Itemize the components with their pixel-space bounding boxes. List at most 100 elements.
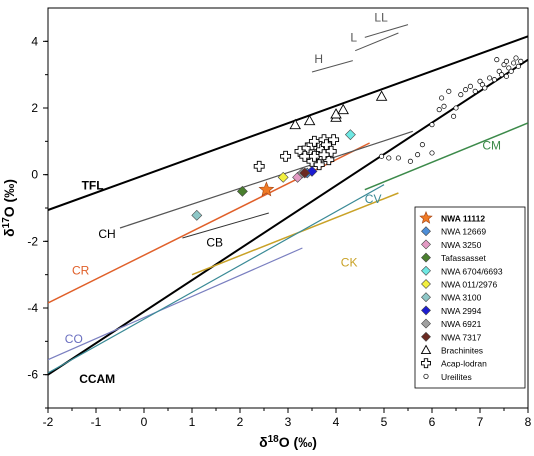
x-tick-label: 0 [141, 415, 148, 429]
line-label-cb: CB [206, 235, 223, 249]
reference-line-ccam [48, 58, 528, 376]
legend-label-nwa-011-2976: NWA 011/2976 [441, 280, 498, 290]
legend-marker-brachinites [420, 344, 432, 355]
x-tick-label: 7 [477, 415, 484, 429]
reference-line-co [48, 247, 303, 361]
data-point-ureilites-22 [499, 72, 505, 78]
line-label-h: H [314, 52, 323, 66]
legend-marker-nwa-3250 [421, 239, 431, 250]
legend-label-nwa-3100: NWA 3100 [441, 293, 482, 303]
y-tick-label: 2 [31, 101, 38, 115]
reference-line-cm [364, 122, 528, 191]
data-point-ureilites-11 [453, 105, 459, 111]
data-point-ureilites-5 [419, 142, 425, 148]
data-point-ureilites-4 [415, 152, 421, 158]
data-point-nwa-11112-0 [258, 181, 275, 197]
data-point-ureilites-33 [451, 113, 457, 119]
data-point-ureilites-7 [429, 150, 435, 156]
data-point-acap-lodran-13 [299, 150, 311, 162]
y-tick-label: -4 [27, 301, 38, 315]
legend-label-nwa-12669: NWA 12669 [441, 227, 486, 237]
x-tick-label: 3 [285, 415, 292, 429]
data-point-acap-lodran-14 [313, 159, 325, 171]
data-point-ureilites-20 [491, 77, 497, 83]
legend-label-nwa-2994: NWA 2994 [441, 306, 482, 316]
legend-marker-nwa-12669 [421, 226, 431, 237]
data-point-ureilites-6 [429, 122, 435, 128]
reference-line-cb [182, 212, 269, 239]
legend-label-nwa-7317: NWA 7317 [441, 332, 482, 342]
data-point-brachinites-1 [303, 114, 316, 126]
x-tick-label: 8 [525, 415, 532, 429]
data-point-ureilites-30 [503, 73, 509, 79]
data-point-acap-lodran-0 [253, 160, 265, 172]
reference-line-cv [48, 184, 385, 374]
data-point-ureilites-15 [472, 88, 478, 94]
line-label-ll: LL [374, 10, 388, 24]
line-label-cm: CM [482, 139, 501, 153]
data-point-acap-lodran-17 [318, 149, 330, 161]
data-point-ureilites-28 [513, 55, 519, 61]
line-label-cr: CR [72, 264, 90, 278]
data-point-ureilites-18 [482, 85, 488, 91]
data-point-nwa-7317-0 [299, 167, 311, 179]
data-point-nwa-6704-6693-0 [344, 129, 356, 141]
x-tick-label: 6 [429, 415, 436, 429]
x-axis-title: δ18O (‰) [259, 434, 317, 450]
data-point-ureilites-26 [508, 68, 514, 74]
data-point-ureilites-1 [386, 155, 392, 161]
reference-line-h [311, 60, 353, 73]
y-tick-label: -2 [27, 234, 38, 248]
x-tick-label: 5 [381, 415, 388, 429]
x-tick-label: -2 [43, 415, 54, 429]
data-markers [191, 55, 524, 221]
data-point-ureilites-34 [436, 107, 442, 113]
x-tick-label: 4 [333, 415, 340, 429]
legend-marker-nwa-2994 [421, 305, 431, 316]
legend-marker-nwa-6921 [421, 318, 431, 329]
data-point-ureilites-9 [441, 103, 447, 109]
y-axis-title: δ17O (‰) [1, 179, 17, 237]
legend-marker-nwa-11112 [419, 210, 433, 224]
data-point-ureilites-31 [494, 57, 500, 63]
data-point-acap-lodran-1 [280, 150, 292, 162]
data-point-ureilites-21 [496, 68, 502, 74]
legend-label-ureilites: Ureilites [441, 372, 472, 382]
legend-label-brachinites: Brachinites [441, 346, 483, 356]
legend-marker-nwa-3100 [421, 292, 431, 303]
line-label-ccam: CCAM [79, 372, 115, 386]
data-point-ureilites-25 [506, 65, 512, 71]
data-point-ureilites-32 [518, 58, 524, 64]
data-point-nwa-2994-0 [306, 165, 318, 177]
data-point-brachinites-0 [289, 118, 301, 130]
legend-marker-nwa-6704-6693 [421, 265, 431, 276]
legend-label-acap-lodran: Acap-lodran [441, 359, 487, 369]
data-point-ureilites-12 [458, 92, 464, 98]
data-point-ureilites-3 [407, 158, 413, 164]
data-point-nwa-011-2976-0 [277, 171, 289, 183]
y-tick-label: 4 [31, 34, 38, 48]
line-label-l: L [350, 30, 357, 44]
reference-line-ll [364, 24, 409, 38]
data-point-acap-lodran-5 [308, 135, 320, 147]
data-point-ureilites-29 [515, 63, 521, 69]
data-point-brachinites-4 [337, 103, 349, 115]
reference-line-l [355, 32, 399, 52]
x-tick-label: -1 [91, 415, 102, 429]
legend: NWA 11112 NWA 12669 NWA 3250 Tafassasset NWA… [414, 206, 526, 389]
data-point-ureilites-2 [395, 155, 401, 161]
data-point-ureilites-17 [479, 82, 485, 88]
reference-lines [48, 24, 528, 376]
legend-label-nwa-11112: NWA 11112 [441, 214, 485, 224]
reference-line-cr [48, 142, 370, 304]
legend-label-nwa-6921: NWA 6921 [441, 319, 482, 329]
legend-marker-nwa-011-2976 [421, 279, 431, 289]
legend-label-nwa-3250: NWA 3250 [441, 240, 482, 250]
data-point-ureilites-19 [487, 75, 493, 81]
data-point-acap-lodran-15 [328, 134, 340, 146]
data-point-ureilites-0 [379, 153, 385, 159]
data-point-nwa-3100-0 [191, 209, 203, 221]
data-point-ureilites-10 [446, 88, 452, 94]
